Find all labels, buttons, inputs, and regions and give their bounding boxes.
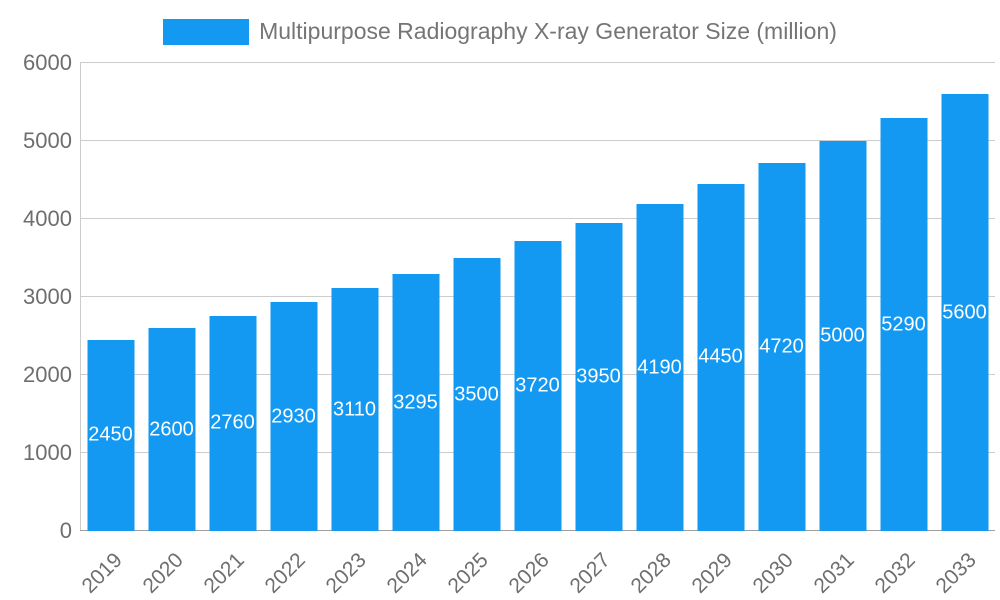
bar-2027: 3950 [575,222,622,531]
x-tick-label: 2026 [503,548,554,598]
bar-value-label: 3720 [515,374,560,397]
bar-value-label: 3295 [393,391,438,413]
gridline [80,218,995,219]
bar-value-label: 4720 [759,335,804,358]
bar-slot: 3950 [568,63,629,531]
bar-value-label: 5000 [820,324,865,347]
x-tick-label: 2025 [442,548,493,598]
bar-value-label: 2600 [149,418,194,441]
bar-slot: 3500 [446,63,507,531]
bar-2022: 2930 [270,302,317,531]
bar-value-label: 3950 [576,365,621,388]
bar-value-label: 2930 [271,405,316,428]
x-tick-label: 2023 [320,548,371,598]
x-tick-label: 2019 [76,548,127,598]
y-tick-label: 1000 [23,440,72,465]
bar-slot: 2450 [80,63,141,531]
bar-slot: 4450 [690,63,751,531]
y-tick-label: 2000 [23,362,72,387]
y-tick-label: 3000 [23,284,72,309]
bar-value-label: 5290 [881,313,926,336]
bar-2023: 3110 [331,288,378,531]
bar-2024: 3295 [392,274,439,531]
bar-2026: 3720 [514,240,561,531]
bar-2029: 4450 [697,183,744,531]
y-axis-line [80,63,81,531]
x-tick-label: 2030 [747,548,798,598]
bar-2028: 4190 [636,204,683,531]
bar-2020: 2600 [148,328,195,531]
bar-slot: 4190 [629,63,690,531]
bar-value-label: 4450 [698,345,743,368]
bar-slot: 2930 [263,63,324,531]
bar-2019: 2450 [87,339,134,531]
bar-2032: 5290 [880,118,927,531]
x-tick-label: 2029 [686,548,737,598]
x-tick-label: 2031 [808,548,859,598]
gridline [80,140,995,141]
y-tick-label: 0 [59,518,72,543]
bar-2021: 2760 [209,315,256,531]
bar-2033: 5600 [941,94,988,531]
bar-slot: 5600 [934,63,995,531]
plot-area: 2450 2600 2760 2930 3110 3295 3500 3720 3950 4190… [80,62,995,531]
bar-2030: 4720 [758,162,805,531]
bar-value-label: 4190 [637,356,682,379]
x-tick-label: 2021 [198,548,249,598]
bar-value-label: 3500 [454,383,499,405]
chart-title: Multipurpose Radiography X-ray Generator… [259,18,837,44]
x-tick-label: 2028 [625,548,676,598]
bar-2031: 5000 [819,141,866,531]
bar-value-label: 5600 [942,301,987,324]
x-tick-label: 2027 [564,548,615,598]
y-tick-label: 6000 [23,50,72,75]
bar-slot: 3110 [324,63,385,531]
bar-slot: 2760 [202,63,263,531]
x-tick-label: 2024 [381,548,432,598]
bar-2025: 3500 [453,258,500,531]
bar-slot: 5290 [873,63,934,531]
bar-value-label: 2760 [210,411,255,434]
bar-value-label: 3110 [332,398,377,421]
gridline [80,62,995,63]
legend-swatch [163,18,250,45]
chart-legend: Multipurpose Radiography X-ray Generator… [0,18,1000,45]
y-tick-label: 5000 [23,128,72,153]
bar-slot: 3295 [385,63,446,531]
bar-slot: 3720 [507,63,568,531]
x-tick-label: 2032 [869,548,920,598]
bar-slot: 2600 [141,63,202,531]
x-tick-label: 2020 [137,548,188,598]
x-tick-label: 2033 [930,548,981,598]
x-tick-label: 2022 [259,548,310,598]
bar-slot: 5000 [812,63,873,531]
bar-slot: 4720 [751,63,812,531]
y-tick-label: 4000 [23,206,72,231]
bar-value-label: 2450 [88,423,133,446]
